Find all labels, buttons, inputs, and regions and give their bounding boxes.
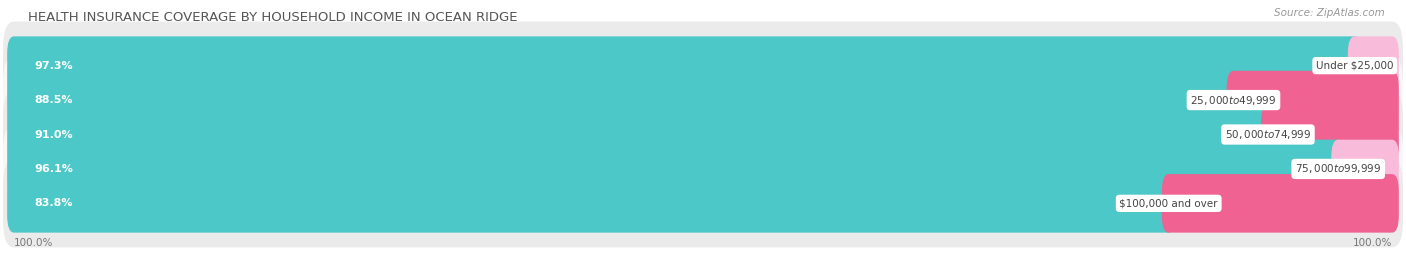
Text: HEALTH INSURANCE COVERAGE BY HOUSEHOLD INCOME IN OCEAN RIDGE: HEALTH INSURANCE COVERAGE BY HOUSEHOLD I… bbox=[28, 11, 517, 24]
Text: 96.1%: 96.1% bbox=[35, 164, 73, 174]
Text: $50,000 to $74,999: $50,000 to $74,999 bbox=[1225, 128, 1310, 141]
Text: $100,000 and over: $100,000 and over bbox=[1119, 198, 1218, 208]
FancyBboxPatch shape bbox=[7, 36, 1361, 95]
FancyBboxPatch shape bbox=[1331, 140, 1399, 198]
Text: 100.0%: 100.0% bbox=[14, 238, 53, 248]
FancyBboxPatch shape bbox=[3, 159, 1403, 247]
FancyBboxPatch shape bbox=[3, 125, 1403, 213]
Text: 100.0%: 100.0% bbox=[1353, 238, 1392, 248]
FancyBboxPatch shape bbox=[7, 105, 1275, 164]
Text: Under $25,000: Under $25,000 bbox=[1316, 61, 1393, 71]
FancyBboxPatch shape bbox=[3, 56, 1403, 144]
FancyBboxPatch shape bbox=[7, 140, 1346, 198]
Text: $25,000 to $49,999: $25,000 to $49,999 bbox=[1191, 94, 1277, 107]
Text: Source: ZipAtlas.com: Source: ZipAtlas.com bbox=[1274, 8, 1385, 18]
Text: 83.8%: 83.8% bbox=[35, 198, 73, 208]
FancyBboxPatch shape bbox=[1348, 36, 1399, 95]
FancyBboxPatch shape bbox=[1226, 71, 1399, 129]
Text: $75,000 to $99,999: $75,000 to $99,999 bbox=[1295, 162, 1381, 175]
FancyBboxPatch shape bbox=[7, 174, 1175, 233]
FancyBboxPatch shape bbox=[1161, 174, 1399, 233]
FancyBboxPatch shape bbox=[1261, 105, 1399, 164]
Text: 91.0%: 91.0% bbox=[35, 129, 73, 140]
FancyBboxPatch shape bbox=[3, 90, 1403, 179]
Text: 97.3%: 97.3% bbox=[35, 61, 73, 71]
FancyBboxPatch shape bbox=[7, 71, 1240, 129]
FancyBboxPatch shape bbox=[3, 22, 1403, 110]
Text: 88.5%: 88.5% bbox=[35, 95, 73, 105]
